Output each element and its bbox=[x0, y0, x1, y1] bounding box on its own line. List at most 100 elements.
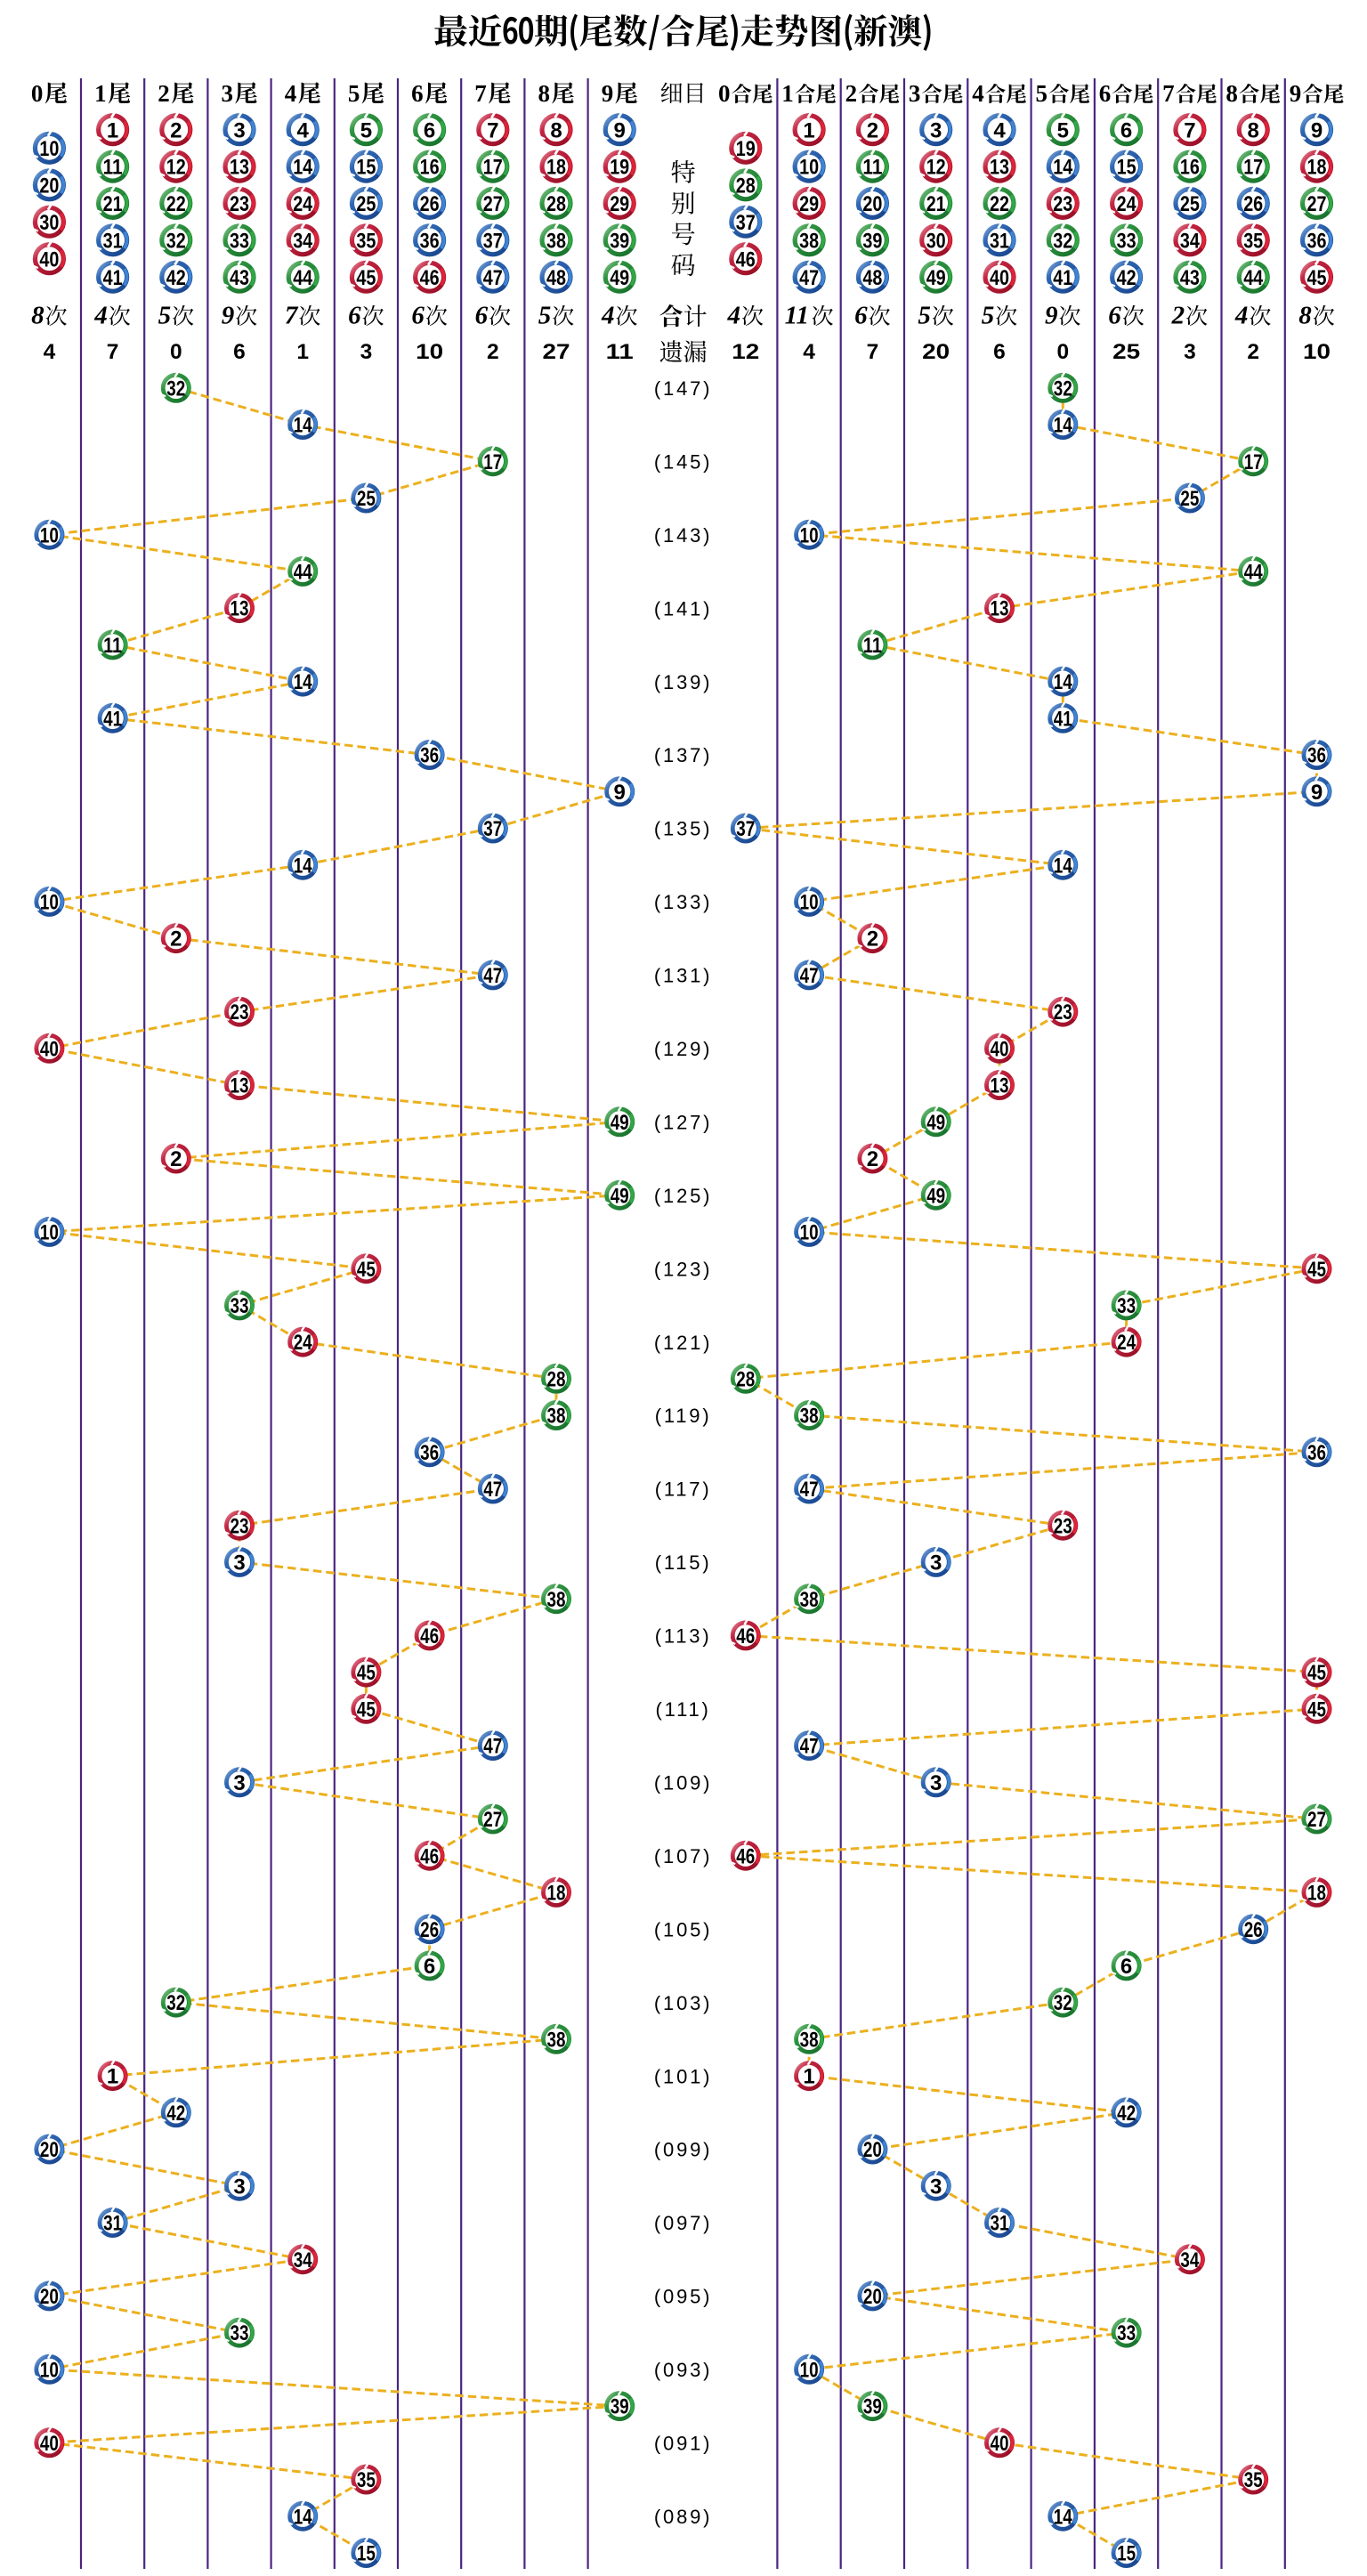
svg-text:(135): (135) bbox=[654, 818, 712, 840]
svg-text:32: 32 bbox=[166, 377, 185, 401]
svg-text:13: 13 bbox=[230, 156, 249, 180]
svg-text:26: 26 bbox=[1244, 1918, 1263, 1942]
svg-text:21: 21 bbox=[926, 192, 946, 216]
svg-text:18: 18 bbox=[546, 156, 566, 180]
svg-text:4: 4 bbox=[972, 80, 984, 107]
svg-text:11: 11 bbox=[103, 634, 122, 658]
svg-text:39: 39 bbox=[610, 229, 629, 253]
svg-text:7: 7 bbox=[487, 118, 498, 142]
svg-text:0: 0 bbox=[170, 340, 182, 364]
svg-text:4: 4 bbox=[93, 302, 108, 330]
svg-text:16: 16 bbox=[1180, 156, 1200, 180]
svg-text:14: 14 bbox=[1053, 156, 1073, 180]
svg-text:44: 44 bbox=[1243, 266, 1264, 290]
svg-text:37: 37 bbox=[483, 229, 503, 253]
svg-text:7: 7 bbox=[107, 340, 119, 364]
svg-text:1: 1 bbox=[107, 118, 118, 142]
svg-text:23: 23 bbox=[1054, 1000, 1072, 1025]
svg-text:38: 38 bbox=[547, 2028, 566, 2052]
svg-text:47: 47 bbox=[483, 964, 502, 988]
svg-text:(103): (103) bbox=[654, 1992, 712, 2014]
svg-text:18: 18 bbox=[1307, 1882, 1326, 1906]
svg-text:19: 19 bbox=[610, 156, 629, 180]
svg-text:20: 20 bbox=[40, 2138, 59, 2162]
svg-text:35: 35 bbox=[1244, 2468, 1263, 2492]
svg-text:41: 41 bbox=[1053, 266, 1072, 290]
svg-text:32: 32 bbox=[1053, 229, 1072, 253]
svg-text:31: 31 bbox=[991, 2212, 1009, 2236]
svg-text:46: 46 bbox=[420, 1844, 439, 1868]
svg-text:28: 28 bbox=[546, 192, 566, 216]
svg-text:49: 49 bbox=[611, 1111, 629, 1135]
svg-text:41: 41 bbox=[103, 266, 123, 290]
svg-text:45: 45 bbox=[1307, 266, 1327, 290]
svg-text:6: 6 bbox=[854, 302, 868, 330]
svg-text:12: 12 bbox=[166, 156, 186, 180]
svg-text:26: 26 bbox=[1243, 192, 1263, 216]
svg-text:4: 4 bbox=[727, 302, 741, 330]
svg-text:2: 2 bbox=[158, 80, 170, 107]
svg-text:28: 28 bbox=[736, 174, 756, 198]
svg-text:14: 14 bbox=[1054, 670, 1073, 694]
svg-text:48: 48 bbox=[862, 266, 882, 290]
svg-text:4: 4 bbox=[803, 340, 815, 364]
svg-text:46: 46 bbox=[736, 247, 756, 271]
svg-text:10: 10 bbox=[800, 2358, 819, 2382]
svg-text:14: 14 bbox=[1054, 414, 1073, 438]
svg-text:13: 13 bbox=[991, 597, 1009, 621]
svg-text:28: 28 bbox=[736, 1367, 755, 1391]
svg-text:10: 10 bbox=[40, 523, 59, 547]
svg-text:27: 27 bbox=[543, 340, 570, 364]
svg-text:(113): (113) bbox=[655, 1625, 712, 1648]
svg-text:15: 15 bbox=[356, 156, 376, 180]
svg-text:36: 36 bbox=[420, 1441, 439, 1465]
svg-text:15: 15 bbox=[1117, 2542, 1136, 2566]
svg-text:37: 37 bbox=[736, 817, 755, 841]
svg-text:25: 25 bbox=[1180, 192, 1200, 216]
svg-text:6: 6 bbox=[993, 340, 1006, 364]
svg-text:2: 2 bbox=[867, 118, 878, 142]
svg-text:41: 41 bbox=[1054, 707, 1072, 731]
svg-text:3: 3 bbox=[233, 1551, 245, 1576]
svg-text:2: 2 bbox=[170, 928, 182, 952]
svg-text:40: 40 bbox=[990, 266, 1009, 290]
svg-text:9: 9 bbox=[222, 302, 234, 330]
svg-text:27: 27 bbox=[1307, 1808, 1326, 1832]
svg-text:42: 42 bbox=[166, 2102, 185, 2126]
svg-text:2: 2 bbox=[1247, 340, 1259, 364]
svg-text:39: 39 bbox=[863, 2395, 882, 2419]
svg-text:6: 6 bbox=[348, 302, 361, 330]
svg-text:23: 23 bbox=[1054, 1514, 1072, 1538]
svg-text:38: 38 bbox=[800, 1405, 819, 1429]
svg-text:35: 35 bbox=[356, 229, 376, 253]
svg-text:33: 33 bbox=[1117, 1294, 1136, 1318]
svg-text:44: 44 bbox=[293, 266, 313, 290]
svg-text:3: 3 bbox=[233, 2175, 245, 2199]
svg-text:38: 38 bbox=[800, 1588, 819, 1612]
svg-text:47: 47 bbox=[799, 266, 819, 290]
svg-text:22: 22 bbox=[166, 192, 186, 216]
svg-text:21: 21 bbox=[103, 192, 123, 216]
svg-text:39: 39 bbox=[611, 2395, 629, 2419]
svg-text:3: 3 bbox=[233, 1771, 245, 1795]
svg-text:46: 46 bbox=[736, 1844, 755, 1868]
svg-text:9: 9 bbox=[602, 80, 614, 107]
svg-text:41: 41 bbox=[103, 707, 122, 731]
svg-text:26: 26 bbox=[420, 1918, 439, 1942]
svg-text:11: 11 bbox=[862, 156, 882, 180]
svg-text:10: 10 bbox=[800, 891, 819, 915]
svg-text:18: 18 bbox=[547, 1882, 566, 1906]
svg-text:20: 20 bbox=[39, 174, 59, 198]
svg-text:25: 25 bbox=[356, 192, 376, 216]
svg-text:1: 1 bbox=[781, 80, 794, 107]
svg-text:24: 24 bbox=[1117, 192, 1137, 216]
svg-text:47: 47 bbox=[800, 1735, 819, 1759]
svg-text:5: 5 bbox=[538, 302, 552, 330]
svg-text:6: 6 bbox=[424, 118, 435, 142]
svg-text:34: 34 bbox=[294, 2248, 313, 2272]
svg-text:40: 40 bbox=[40, 1037, 59, 1061]
svg-text:5: 5 bbox=[158, 302, 172, 330]
svg-text:36: 36 bbox=[420, 229, 440, 253]
svg-text:6: 6 bbox=[411, 302, 425, 330]
svg-text:(125): (125) bbox=[654, 1185, 712, 1207]
